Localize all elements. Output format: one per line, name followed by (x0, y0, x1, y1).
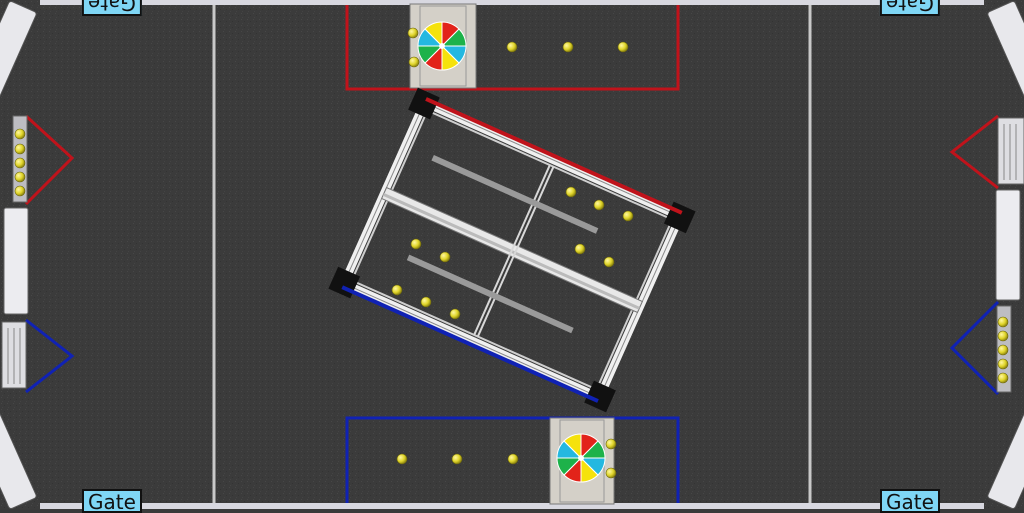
ball (997, 316, 1009, 328)
gate-bottom-left[interactable]: Gate (82, 489, 142, 513)
ball (605, 467, 617, 479)
ball (451, 453, 463, 465)
center-truss-structure (328, 87, 696, 413)
ball (449, 308, 461, 320)
ball (408, 56, 420, 68)
balls-layer (14, 27, 1009, 479)
ball (14, 185, 26, 197)
ball (396, 453, 408, 465)
red-zone-outline (345, 5, 680, 91)
bottom-spinner-station (549, 417, 615, 505)
ball (14, 128, 26, 140)
ball (506, 41, 518, 53)
left-wall (0, 0, 37, 509)
top-spinner-hub (439, 43, 445, 49)
ball (574, 243, 586, 255)
top-spinner-wedge (424, 21, 443, 48)
ball (997, 372, 1009, 384)
ball (605, 438, 617, 450)
ball (507, 453, 519, 465)
bottom-wall (40, 503, 984, 509)
ball (617, 41, 629, 53)
ball (14, 157, 26, 169)
left-blue-chevron (25, 318, 75, 394)
ball (997, 330, 1009, 342)
ball (562, 41, 574, 53)
right-goal-rack (997, 117, 1024, 185)
right-blue-chevron (949, 300, 1000, 396)
right-wall (987, 0, 1024, 509)
top-wall (40, 0, 984, 5)
gate-top-right[interactable]: Gate (880, 0, 940, 16)
right-red-chevron (949, 114, 999, 190)
ball (593, 199, 605, 211)
ball (997, 358, 1009, 370)
ball (407, 27, 419, 39)
ball (997, 344, 1009, 356)
ball (391, 284, 403, 296)
bottom-spinner-wedge (563, 433, 582, 460)
ball (439, 251, 451, 263)
ball (14, 143, 26, 155)
ball (565, 186, 577, 198)
bottom-spinner-hub (578, 455, 584, 461)
ball (622, 210, 634, 222)
left-goal-rack-slats (7, 328, 21, 384)
right-goal-rack-slats (1003, 124, 1017, 180)
ball (410, 238, 422, 250)
ball (603, 256, 615, 268)
blue-zone-outline (345, 416, 680, 503)
top-spinner-station (409, 3, 477, 89)
gate-bottom-right[interactable]: Gate (880, 489, 940, 513)
gate-top-left[interactable]: Gate (82, 0, 142, 16)
ball (14, 171, 26, 183)
left-red-chevron (24, 114, 75, 206)
ball (420, 296, 432, 308)
